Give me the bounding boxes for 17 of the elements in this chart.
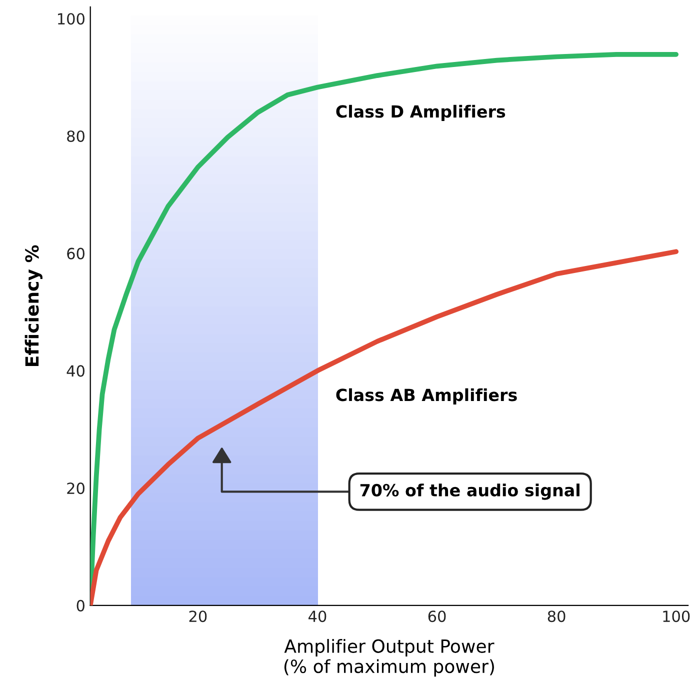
line-series bbox=[90, 249, 679, 606]
y-tick-label: 100 bbox=[58, 13, 84, 25]
annotation: 70% of the audio signal bbox=[360, 484, 580, 500]
x-tick-label: 100 bbox=[663, 610, 690, 622]
series-label: Class AB Amplifiers bbox=[336, 388, 517, 404]
y-axis-title: Efficiency % bbox=[24, 245, 42, 366]
y-tick-label: 80 bbox=[67, 130, 84, 142]
x-tick-label: 80 bbox=[548, 610, 566, 622]
y-tick-label: 60 bbox=[67, 248, 84, 260]
series-label: Class D Amplifiers bbox=[336, 104, 506, 122]
x-axis-title: Amplifier Output Power (% of maximum power) bbox=[284, 638, 494, 677]
x-tick-label: 20 bbox=[189, 610, 207, 622]
x-tick-label: 60 bbox=[428, 610, 446, 622]
y-tick-label: 20 bbox=[67, 482, 84, 494]
x-tick-label: 40 bbox=[308, 610, 326, 622]
y-tick-label: 40 bbox=[66, 365, 84, 377]
y-tick-label: 0 bbox=[76, 600, 84, 612]
